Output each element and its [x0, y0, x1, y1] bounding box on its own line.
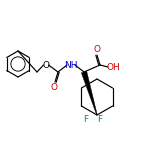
- Text: F: F: [83, 114, 89, 123]
- Text: OH: OH: [106, 62, 120, 71]
- Text: F: F: [97, 114, 103, 123]
- Text: NH: NH: [64, 60, 78, 69]
- Polygon shape: [81, 71, 97, 115]
- Text: O: O: [93, 45, 100, 55]
- Text: O: O: [43, 60, 50, 69]
- Text: O: O: [50, 83, 57, 92]
